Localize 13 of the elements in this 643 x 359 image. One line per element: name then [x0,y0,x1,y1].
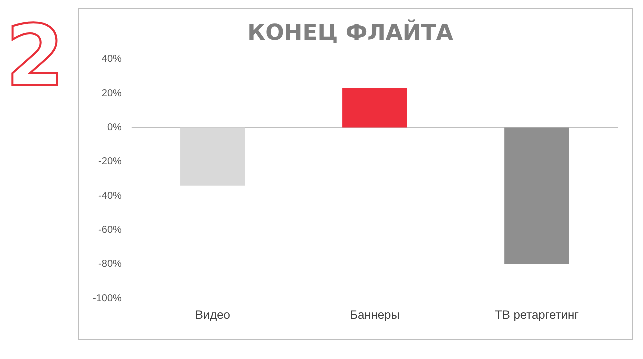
y-tick-label: 0% [107,122,122,134]
x-tick-label: Баннеры [350,308,400,322]
y-tick-label: -80% [98,259,122,270]
y-tick-label: -20% [98,156,122,168]
y-tick-label: 20% [102,88,122,100]
x-tick-label: ТВ ретаргетинг [495,308,580,322]
y-tick-label: -40% [98,190,122,202]
x-tick-label: Видео [195,308,231,322]
y-tick-label: -60% [98,225,122,236]
text: 2 [6,7,64,105]
chart-title: КОНЕЦ ФЛАЙТА [248,18,454,46]
y-tick-label: 40% [102,54,122,66]
y-tick-label: -100% [93,293,122,304]
